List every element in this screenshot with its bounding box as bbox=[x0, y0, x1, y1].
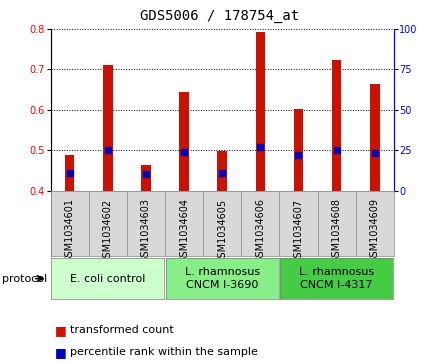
Bar bbox=[294, 109, 303, 191]
Point bbox=[295, 152, 302, 158]
Text: E. coli control: E. coli control bbox=[70, 274, 146, 284]
Text: ■: ■ bbox=[55, 324, 67, 337]
Bar bbox=[180, 91, 189, 191]
Text: GSM1034603: GSM1034603 bbox=[141, 199, 151, 264]
Text: GSM1034606: GSM1034606 bbox=[255, 199, 265, 264]
Text: GSM1034602: GSM1034602 bbox=[103, 199, 113, 264]
Point bbox=[257, 144, 264, 150]
Text: L. rhamnosus
CNCM I-3690: L. rhamnosus CNCM I-3690 bbox=[185, 268, 260, 290]
Text: protocol: protocol bbox=[2, 274, 48, 284]
Point bbox=[371, 151, 378, 156]
Text: L. rhamnosus
CNCM I-4317: L. rhamnosus CNCM I-4317 bbox=[299, 268, 374, 290]
Bar bbox=[256, 32, 265, 191]
Text: GDS5006 / 178754_at: GDS5006 / 178754_at bbox=[140, 9, 300, 23]
Point bbox=[180, 149, 187, 155]
Point bbox=[143, 172, 150, 178]
Bar bbox=[65, 155, 74, 191]
Bar bbox=[370, 84, 379, 191]
Text: GSM1034609: GSM1034609 bbox=[370, 199, 380, 264]
Point bbox=[104, 147, 111, 153]
Text: GSM1034605: GSM1034605 bbox=[217, 199, 227, 264]
Text: GSM1034601: GSM1034601 bbox=[65, 199, 75, 264]
Text: GSM1034608: GSM1034608 bbox=[332, 199, 341, 264]
Bar bbox=[332, 60, 341, 191]
Text: GSM1034607: GSM1034607 bbox=[293, 199, 304, 264]
Text: ■: ■ bbox=[55, 346, 67, 359]
Point bbox=[66, 170, 73, 176]
Bar bbox=[103, 65, 113, 191]
Bar bbox=[217, 151, 227, 191]
Point bbox=[219, 170, 226, 176]
Text: percentile rank within the sample: percentile rank within the sample bbox=[70, 347, 258, 357]
Bar bbox=[141, 165, 150, 191]
Point bbox=[333, 147, 340, 153]
Text: transformed count: transformed count bbox=[70, 325, 174, 335]
Text: GSM1034604: GSM1034604 bbox=[179, 199, 189, 264]
